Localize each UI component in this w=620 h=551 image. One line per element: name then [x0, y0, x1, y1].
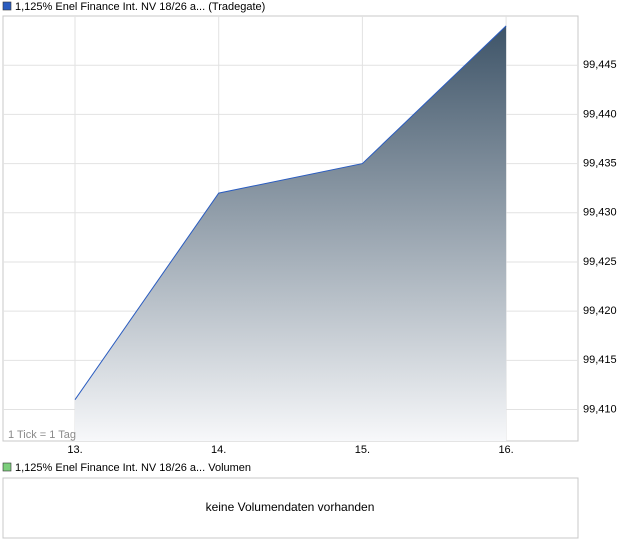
- y-tick-label: 99,435: [583, 157, 617, 169]
- legend-swatch: [2, 1, 12, 11]
- y-tick-label: 99,445: [583, 59, 617, 71]
- legend-name: 1,125% Enel Finance Int. NV 18/26 a...: [15, 1, 205, 13]
- volume-message: keine Volumendaten vorhanden: [206, 500, 375, 514]
- exchange: (Tradegate): [208, 1, 265, 13]
- x-tick-label: 16.: [498, 444, 513, 456]
- y-tick-label: 99,415: [583, 354, 617, 366]
- legend-label: 1,125% Enel Finance Int. NV 18/26 a... (…: [15, 1, 265, 13]
- x-tick-label: 14.: [211, 444, 226, 456]
- x-tick-label: 15.: [355, 444, 370, 456]
- y-tick-label: 99,420: [583, 305, 617, 317]
- y-tick-label: 99,410: [583, 403, 617, 415]
- volume-legend-swatch: [2, 462, 12, 472]
- x-tick-label: 13.: [67, 444, 82, 456]
- y-tick-label: 99,425: [583, 256, 617, 268]
- line: [74, 25, 507, 400]
- y-tick-label: 99,430: [583, 207, 617, 219]
- annotation: 1 Tick = 1 Tag: [8, 429, 76, 441]
- volume-legend: 1,125% Enel Finance Int. NV 18/26 a... V…: [15, 462, 251, 474]
- y-tick-label: 99,440: [583, 108, 617, 120]
- volume-frame: [2, 477, 579, 539]
